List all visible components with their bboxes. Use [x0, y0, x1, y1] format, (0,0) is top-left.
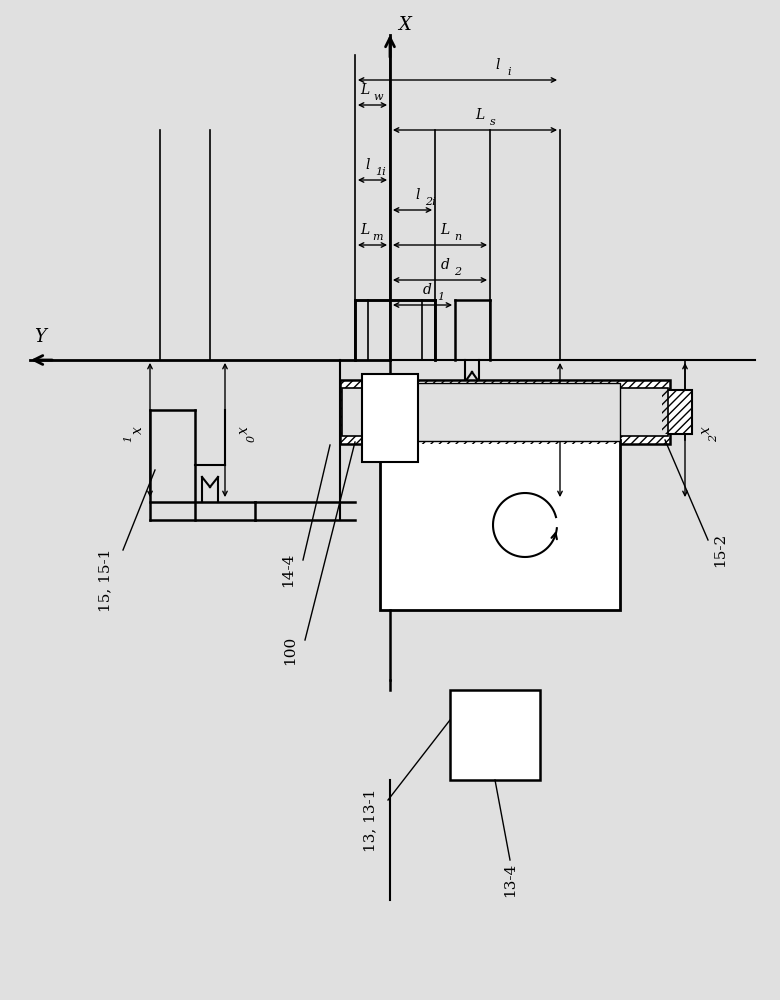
- Text: 100: 100: [283, 635, 297, 665]
- Text: 2: 2: [709, 434, 719, 442]
- Text: s: s: [490, 117, 496, 127]
- Text: d: d: [441, 258, 449, 272]
- Text: vi: vi: [582, 431, 592, 441]
- Bar: [662, 390, 692, 434]
- Text: L: L: [475, 108, 484, 122]
- Text: w: w: [374, 92, 383, 102]
- Bar: [380, 440, 620, 610]
- Text: 13, 13-1: 13, 13-1: [363, 788, 377, 852]
- Text: X: X: [398, 16, 411, 34]
- Text: d: d: [423, 283, 432, 297]
- Text: 2: 2: [455, 267, 462, 277]
- Text: 13-4: 13-4: [503, 863, 517, 897]
- Text: l: l: [495, 58, 500, 72]
- Text: 1i: 1i: [375, 167, 386, 177]
- Text: l: l: [415, 188, 420, 202]
- Bar: [362, 374, 418, 462]
- Text: m: m: [372, 232, 383, 242]
- Text: 1: 1: [123, 434, 133, 442]
- Text: L: L: [441, 223, 449, 237]
- Text: i: i: [508, 67, 511, 77]
- Bar: [450, 690, 540, 780]
- Text: x: x: [237, 426, 251, 434]
- Bar: [620, 388, 668, 436]
- Bar: [342, 388, 390, 436]
- Text: 1: 1: [437, 292, 444, 302]
- Text: 15, 15-1: 15, 15-1: [98, 548, 112, 612]
- Text: L: L: [360, 223, 369, 237]
- Bar: [662, 390, 692, 434]
- Text: x: x: [699, 426, 713, 434]
- Bar: [390, 383, 620, 441]
- Text: L: L: [360, 83, 369, 97]
- Text: l: l: [572, 428, 586, 432]
- Bar: [340, 380, 670, 444]
- Text: 15-2: 15-2: [713, 533, 727, 567]
- Text: 2i: 2i: [425, 197, 436, 207]
- Text: Y: Y: [34, 328, 46, 346]
- Text: 0: 0: [247, 434, 257, 442]
- Text: x: x: [131, 426, 145, 434]
- Text: l: l: [365, 158, 370, 172]
- Text: 14-4: 14-4: [281, 553, 295, 587]
- Text: n: n: [455, 232, 462, 242]
- Bar: [340, 380, 670, 444]
